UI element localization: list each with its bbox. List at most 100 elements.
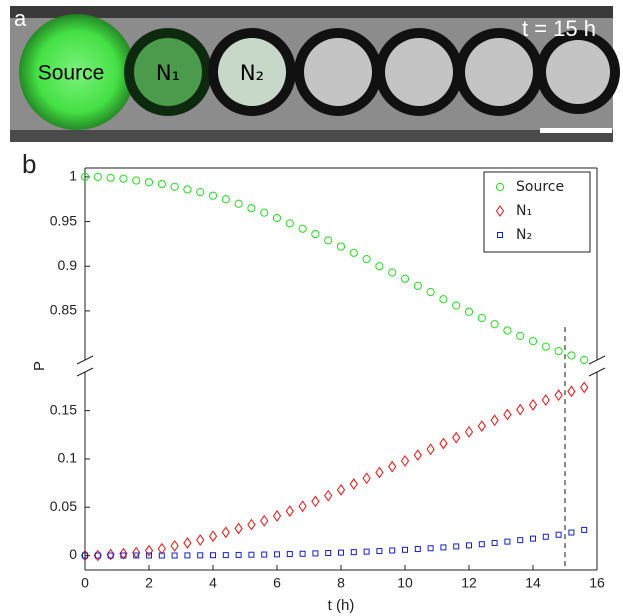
marker xyxy=(350,249,357,256)
marker xyxy=(209,192,216,199)
marker xyxy=(262,552,267,557)
marker xyxy=(568,352,575,359)
marker xyxy=(440,438,447,448)
microscopy-image: a t = 15 h Source N₁ N₂ xyxy=(10,6,620,142)
marker xyxy=(364,549,369,554)
marker xyxy=(530,400,537,410)
marker xyxy=(235,200,242,207)
marker xyxy=(198,553,203,558)
marker xyxy=(390,548,395,553)
droplet xyxy=(465,38,533,106)
marker xyxy=(389,269,396,276)
y-tick-label: 0.85 xyxy=(50,302,77,318)
marker xyxy=(414,282,421,289)
page: {"panel_a": {"label": "a", "time": "t = … xyxy=(0,0,623,616)
marker xyxy=(401,275,408,282)
droplet xyxy=(304,38,372,106)
y-tick-label: 0 xyxy=(69,546,77,562)
marker xyxy=(158,544,165,554)
marker xyxy=(454,544,459,549)
marker xyxy=(337,243,344,250)
y-tick-label: 0.95 xyxy=(50,212,77,228)
marker xyxy=(171,183,178,190)
droplet-label: N₁ xyxy=(156,61,180,85)
marker xyxy=(338,485,345,495)
y-tick-label: 0.9 xyxy=(58,257,78,273)
marker xyxy=(312,496,319,506)
marker xyxy=(171,541,178,551)
marker xyxy=(197,535,204,545)
marker xyxy=(414,450,421,460)
marker xyxy=(427,444,434,454)
marker xyxy=(440,296,447,303)
marker xyxy=(543,534,548,539)
panel-label: b xyxy=(22,149,36,179)
marker xyxy=(222,527,229,537)
x-axis-label: t (h) xyxy=(328,597,355,614)
marker xyxy=(403,547,408,552)
marker xyxy=(107,174,114,181)
marker xyxy=(274,511,281,521)
marker xyxy=(248,520,255,530)
marker xyxy=(197,189,204,196)
x-tick-label: 14 xyxy=(525,575,541,591)
marker xyxy=(453,302,460,309)
y-tick-label: 0.15 xyxy=(50,401,77,417)
marker xyxy=(377,549,382,554)
marker xyxy=(325,491,332,501)
x-tick-label: 2 xyxy=(145,575,153,591)
marker xyxy=(248,205,255,212)
marker xyxy=(222,196,229,203)
marker xyxy=(249,552,254,557)
marker xyxy=(299,501,306,511)
marker xyxy=(569,530,574,535)
marker xyxy=(363,255,370,262)
marker xyxy=(555,390,562,400)
marker xyxy=(185,553,190,558)
marker xyxy=(363,473,370,483)
marker xyxy=(312,230,319,237)
x-tick-label: 4 xyxy=(209,575,217,591)
marker xyxy=(441,545,446,550)
marker xyxy=(275,552,280,557)
marker xyxy=(325,237,332,244)
marker xyxy=(531,536,536,541)
marker xyxy=(518,538,523,543)
marker xyxy=(236,552,241,557)
marker xyxy=(568,386,575,396)
x-tick-label: 12 xyxy=(461,575,477,591)
marker xyxy=(555,347,562,354)
marker xyxy=(556,532,561,537)
y-tick-label: 1 xyxy=(69,168,77,184)
marker xyxy=(261,516,268,526)
marker xyxy=(286,220,293,227)
marker xyxy=(492,540,497,545)
marker xyxy=(235,523,242,533)
marker xyxy=(467,543,472,548)
marker xyxy=(581,382,588,392)
marker xyxy=(145,179,152,186)
marker xyxy=(491,321,498,328)
marker xyxy=(339,550,344,555)
marker xyxy=(350,479,357,489)
marker xyxy=(466,427,473,437)
marker xyxy=(517,405,524,415)
marker xyxy=(261,209,268,216)
figure: a t = 15 h Source N₁ N₂ b t (h) P 0.85 0.… xyxy=(0,0,623,616)
marker xyxy=(428,546,433,551)
y-axis-label: P xyxy=(31,361,48,371)
marker xyxy=(313,551,318,556)
marker xyxy=(184,538,191,548)
marker xyxy=(158,180,165,187)
x-tick-label: 16 xyxy=(589,575,605,591)
marker xyxy=(542,395,549,405)
marker xyxy=(581,356,588,363)
marker xyxy=(376,467,383,477)
marker xyxy=(211,553,216,558)
marker xyxy=(415,547,420,552)
legend-label: N₁ xyxy=(516,203,532,219)
marker xyxy=(94,173,101,180)
marker xyxy=(286,506,293,516)
x-tick-label: 10 xyxy=(397,575,413,591)
marker xyxy=(376,263,383,270)
